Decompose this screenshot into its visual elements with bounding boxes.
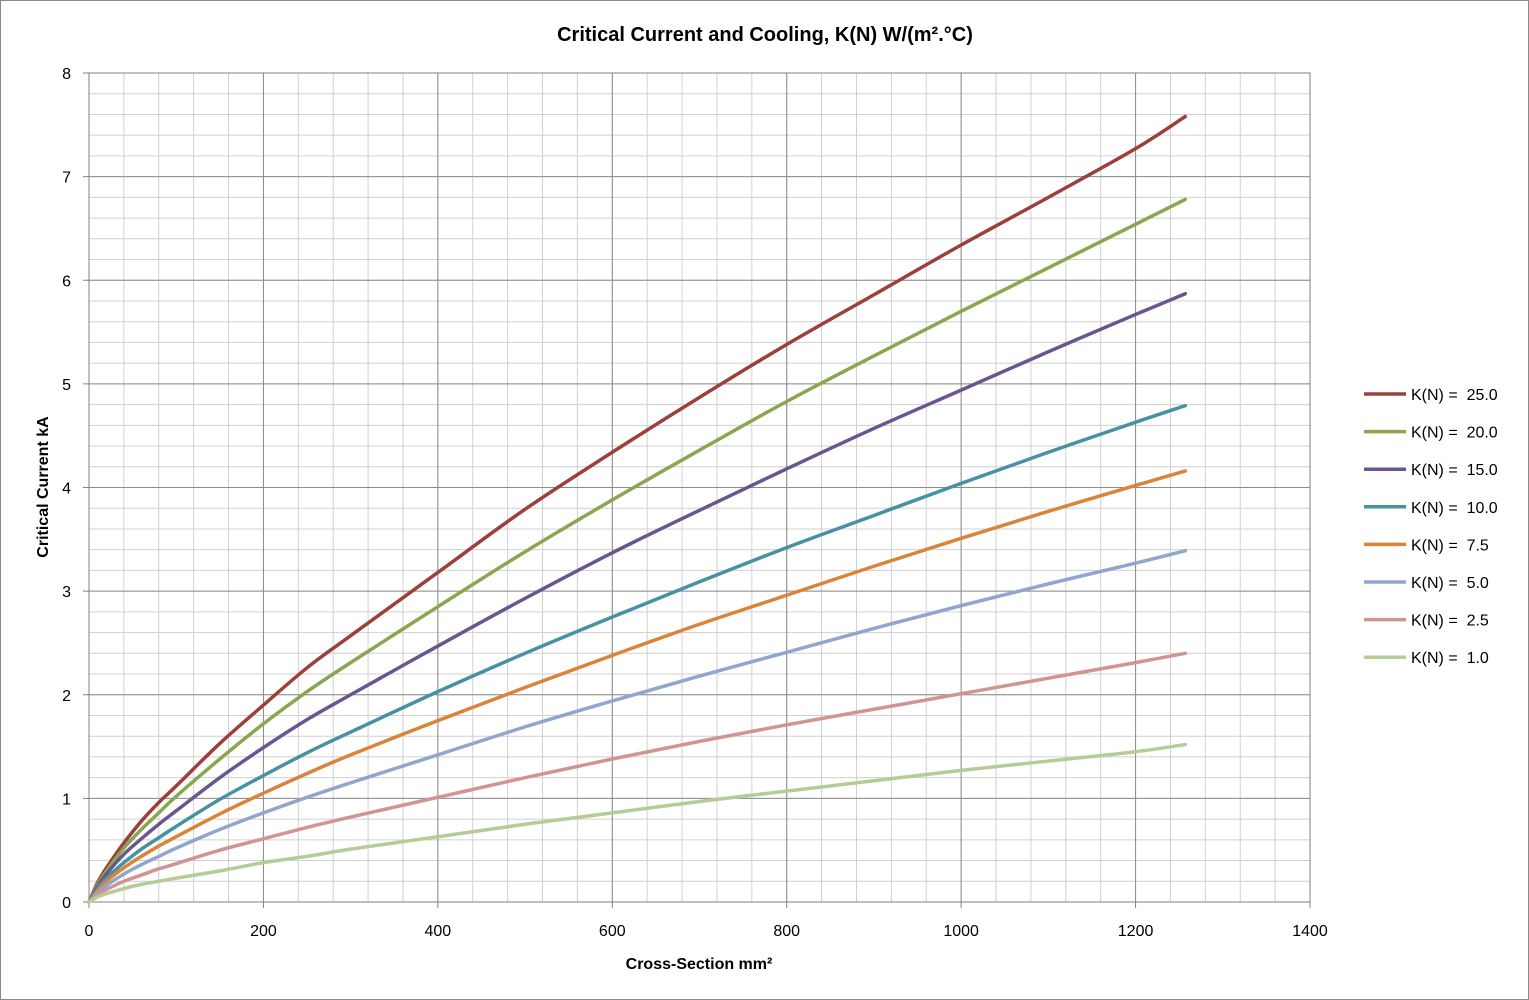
legend-label: K(N) = 7.5 [1411, 537, 1489, 554]
y-tick-label: 8 [62, 66, 71, 83]
series-line-4 [87, 403, 1188, 904]
y-tick-label: 6 [62, 273, 71, 290]
x-tick-label: 1400 [1292, 923, 1328, 940]
legend-label: K(N) = 5.0 [1411, 575, 1489, 592]
x-tick-label: 1000 [943, 923, 979, 940]
series-line-7 [87, 651, 1188, 904]
x-tick-label: 400 [425, 923, 452, 940]
series-line-1 [87, 114, 1188, 904]
y-tick-label: 3 [62, 584, 71, 601]
legend-item: K(N) = 10.0 [1364, 500, 1498, 517]
legend-item: K(N) = 25.0 [1364, 387, 1498, 404]
y-tick-label: 7 [62, 170, 71, 187]
y-tick-label: 4 [62, 481, 71, 498]
y-tick-label: 2 [62, 688, 71, 705]
y-tick-label: 1 [62, 791, 71, 808]
legend-item: K(N) = 2.5 [1364, 613, 1489, 630]
y-tick-label: 5 [62, 377, 71, 394]
legend-label: K(N) = 15.0 [1411, 462, 1498, 479]
x-tick-label: 600 [599, 923, 626, 940]
legend-item: K(N) = 7.5 [1364, 537, 1489, 554]
series-line-6 [87, 548, 1188, 904]
series-line-5 [87, 469, 1188, 904]
legend-label: K(N) = 20.0 [1411, 425, 1498, 442]
legend: K(N) = 25.0 K(N) = 20.0 K(N) = 15.0 K(N) = … [1364, 387, 1498, 667]
x-axis-title: Cross-Section mm² [626, 956, 773, 973]
legend-label: K(N) = 1.0 [1411, 650, 1489, 667]
chart-title: Critical Current and Cooling, K(N) W/(m²… [557, 24, 973, 46]
x-tick-label: 800 [773, 923, 800, 940]
y-axis-ticks: 0 1 2 3 4 5 6 7 8 [62, 66, 89, 912]
x-tick-label: 200 [250, 923, 277, 940]
legend-item: K(N) = 20.0 [1364, 425, 1498, 442]
x-axis-ticks: 0 200 400 600 800 1000 1200 1400 [85, 902, 1328, 940]
legend-label: K(N) = 10.0 [1411, 500, 1498, 517]
series-lines [87, 114, 1188, 904]
y-tick-label: 0 [62, 895, 71, 912]
y-axis-title: Critical Current kA [35, 416, 52, 558]
legend-label: K(N) = 2.5 [1411, 613, 1489, 630]
legend-item: K(N) = 1.0 [1364, 650, 1489, 667]
legend-item: K(N) = 5.0 [1364, 575, 1489, 592]
legend-item: K(N) = 15.0 [1364, 462, 1498, 479]
series-line-8 [87, 742, 1188, 904]
x-tick-label: 0 [85, 923, 94, 940]
series-line-3 [87, 291, 1188, 904]
x-tick-label: 1200 [1118, 923, 1154, 940]
legend-label: K(N) = 25.0 [1411, 387, 1498, 404]
series-line-2 [87, 197, 1188, 904]
